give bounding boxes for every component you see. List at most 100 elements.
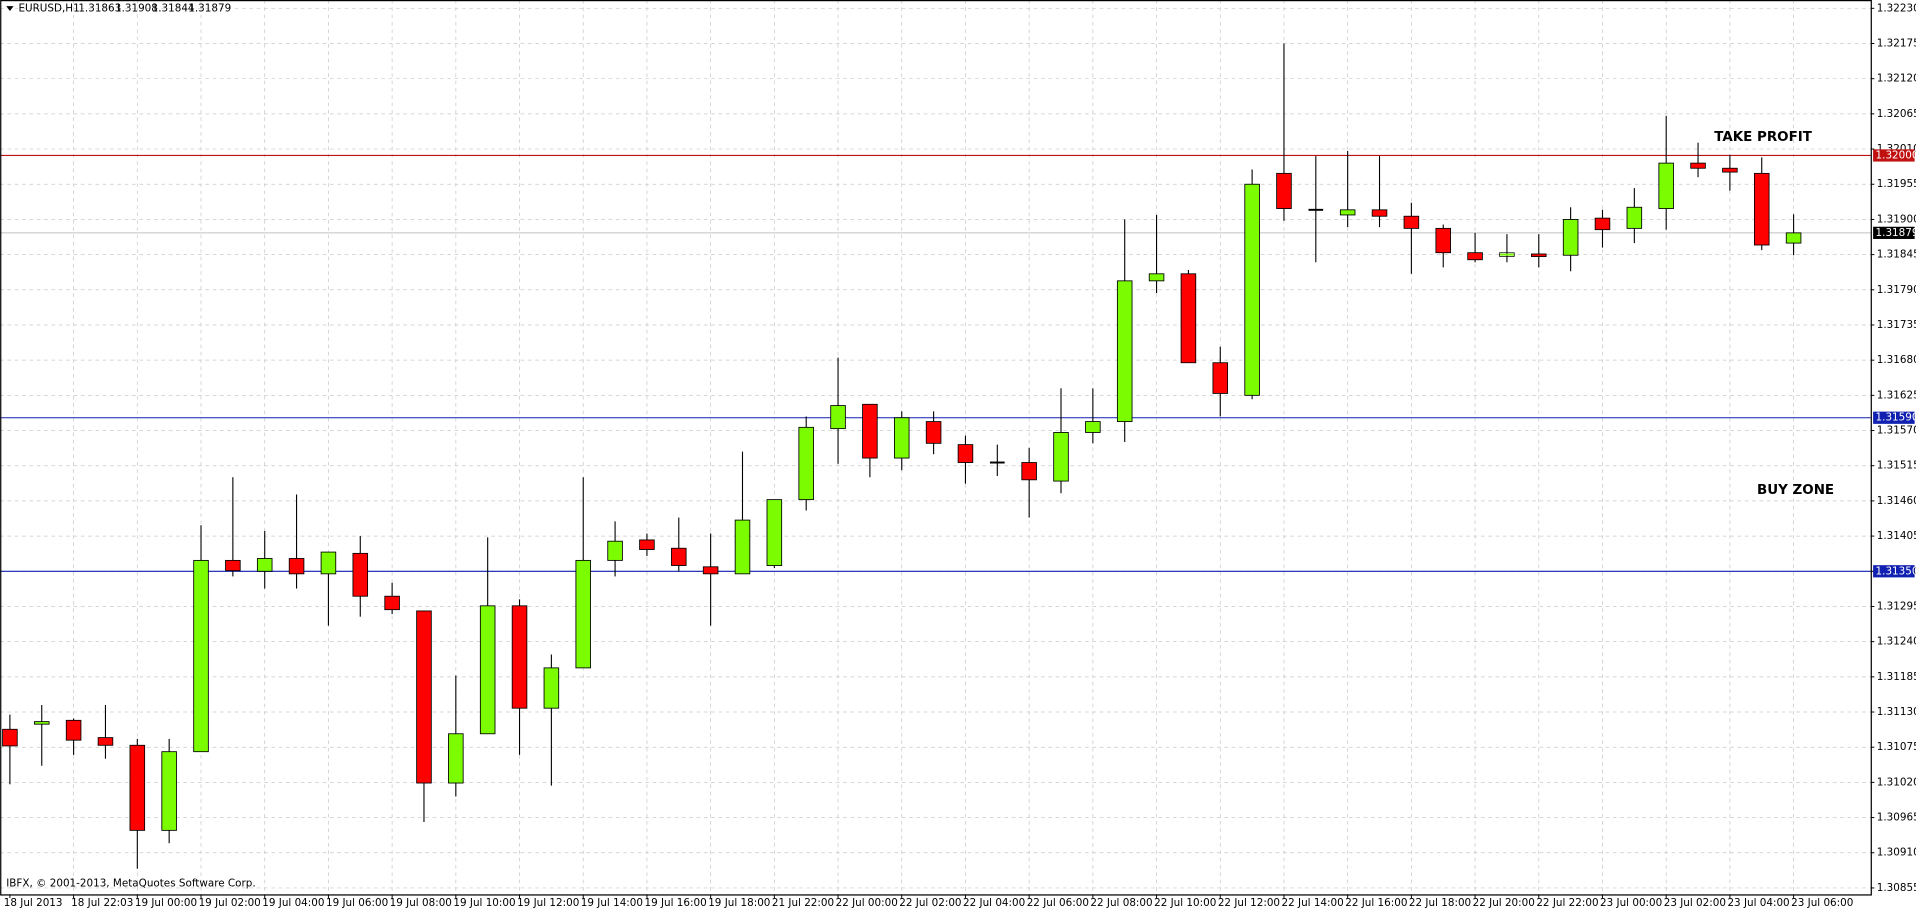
candle-body [384,595,400,611]
y-tick-label: 1.31955 [1877,178,1916,190]
y-tick-label: 1.31845 [1877,249,1916,261]
candle-body [607,540,623,561]
candle-body [65,719,82,741]
y-tick-label: 1.32175 [1877,38,1916,50]
y-tick-label: 1.30855 [1877,882,1916,894]
candle-body [543,667,560,709]
level-label: 1.31350 [1876,565,1916,577]
x-tick-label: 22 Jul 08:00 [1090,897,1152,909]
candle-body [957,444,974,463]
candle-body [1212,362,1229,394]
x-tick-label: 22 Jul 22:00 [1536,897,1598,909]
candle-body [1276,172,1292,209]
candle-body [511,605,528,709]
x-tick-label: 22 Jul 16:00 [1345,897,1407,909]
candle-body [830,405,846,430]
x-tick-label: 19 Jul 16:00 [644,897,706,909]
candle-body [766,499,783,566]
candle-body [288,558,305,575]
y-tick-label: 1.31405 [1877,530,1916,542]
y-tick-label: 1.31515 [1877,460,1916,472]
candle-body [2,728,18,747]
levels [0,154,1871,572]
candle-body [1626,206,1643,229]
level-label-box [1873,149,1915,162]
x-tick-label: 19 Jul 18:00 [708,897,770,909]
y-tick-label: 1.30910 [1877,847,1916,859]
symbol: EURUSD,H1 [18,3,79,15]
x-tick-label: 19 Jul 10:00 [453,897,515,909]
annotation: TAKE PROFIT [1714,130,1812,145]
y-tick-label: 1.31735 [1877,319,1916,331]
x-tick-label: 23 Jul 06:00 [1791,897,1853,909]
ohlc-low: 1.31844 [152,3,195,15]
y-tick-label: 1.31680 [1877,354,1916,366]
candle-body [862,403,878,459]
menu-arrow[interactable] [6,6,14,11]
copyright: IBFX, © 2001-2013, MetaQuotes Software C… [6,877,255,889]
candle-body [1085,421,1101,433]
y-tick-label: 1.31075 [1877,741,1916,753]
level-label-box [1873,226,1915,239]
candle-body [1403,215,1420,229]
y-tick-label: 1.32120 [1877,73,1916,85]
candle-body [193,559,209,753]
candle-body [1053,432,1069,482]
y-tick-label: 1.31460 [1877,495,1916,507]
candle-body [1244,183,1260,396]
candle-body [1148,273,1165,282]
candle-body [1753,172,1770,246]
x-tick-label: 19 Jul 12:00 [517,897,579,909]
x-tick-label: 22 Jul 10:00 [1154,897,1216,909]
annotation: BUY ZONE [1757,483,1834,498]
level-label: 1.31590 [1876,412,1916,424]
candle-body [1722,167,1738,173]
x-tick-label: 19 Jul 06:00 [326,897,388,909]
y-tick-label: 1.31790 [1877,284,1916,296]
candle-body [1116,280,1133,423]
candle-body [671,547,687,566]
y-tick-label: 1.31570 [1877,425,1916,437]
candle-body [97,737,114,746]
x-tick-label: 22 Jul 02:00 [899,897,961,909]
y-tick-label: 1.31295 [1877,600,1916,612]
x-tick-label: 22 Jul 12:00 [1218,897,1280,909]
candle-body [1785,232,1802,244]
candle-body [1658,162,1674,209]
x-tick-label: 22 Jul 06:00 [1027,897,1089,909]
y-tick-label: 1.31900 [1877,213,1916,225]
y-tick-label: 1.32065 [1877,108,1916,120]
x-tick-label: 21 Jul 22:00 [772,897,834,909]
candle-body [1562,218,1579,256]
candle-body [1339,209,1356,216]
y-tick-label: 1.31185 [1877,671,1916,683]
ohlc-high: 1.31908 [115,3,158,15]
level-label: 1.32000 [1876,149,1916,161]
candle-body [1690,162,1706,169]
candle-body [925,421,942,444]
x-tick-label: 19 Jul 00:00 [135,897,197,909]
x-tick-label: 22 Jul 14:00 [1282,897,1344,909]
candle-body [161,751,177,831]
x-tick-label: 22 Jul 04:00 [963,897,1025,909]
y-tick-label: 1.31020 [1877,776,1916,788]
x-tick-label: 19 Jul 14:00 [581,897,643,909]
x-tick-label: 23 Jul 04:00 [1727,897,1789,909]
candle-body [129,744,146,831]
candle-body [1594,217,1611,231]
level-label-box [1873,411,1915,424]
x-tick-label: 22 Jul 20:00 [1473,897,1535,909]
candle-body [702,566,719,575]
x-tick-label: 22 Jul 00:00 [836,897,898,909]
y-tick-label: 1.32230 [1877,2,1916,14]
candle-body [1531,253,1547,257]
y-tick-label: 1.30965 [1877,812,1916,824]
candle-body [256,558,273,572]
ohlc-close: 1.31879 [188,3,231,15]
ohlc-open: 1.31863 [78,3,121,15]
candle-body [1180,273,1197,364]
candle-body [33,721,50,725]
candle-body [1435,227,1451,254]
candle-body [1021,462,1037,481]
